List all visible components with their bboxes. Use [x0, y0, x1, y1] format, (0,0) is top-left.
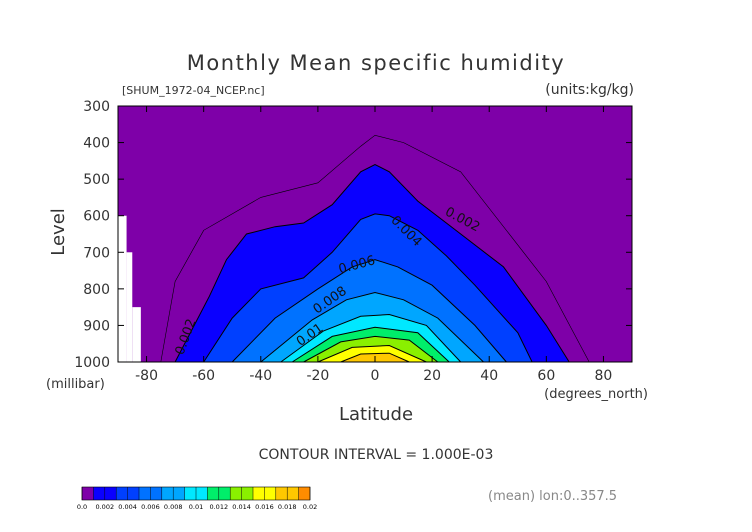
contour-line-0_008 [260, 291, 484, 363]
contour-lines [160, 134, 590, 363]
colorbar-tick-label: 0.01 [189, 503, 203, 511]
x-tick-label: -60 [192, 368, 215, 384]
chart-title: Monthly Mean specific humidity [187, 51, 565, 75]
y-tick-label: 500 [83, 172, 110, 188]
colorbar-swatch [104, 487, 117, 500]
y-tick-label: 800 [83, 282, 110, 298]
colorbar-swatch [127, 487, 139, 500]
y-axis-label: Level [48, 208, 69, 256]
contour-line-0_012 [291, 326, 450, 363]
colorbar-tick-label: 0.016 [255, 503, 274, 511]
colorbar-swatch [241, 487, 253, 500]
x-tick-label: 0 [371, 368, 380, 384]
y-units-label: (millibar) [46, 377, 105, 392]
x-tick-label: -80 [135, 368, 158, 384]
missing-region [126, 252, 133, 362]
file-label: [SHUM_1972-04_NCEP.nc] [122, 84, 265, 97]
contour-line-0_002 [174, 163, 570, 363]
colorbar-tick-label: 0.02 [303, 503, 317, 511]
mean-label: (mean) lon:0..357.5 [488, 489, 617, 504]
colorbar-tick-label: 0.006 [141, 503, 160, 511]
contour-line-0_018 [340, 352, 410, 363]
missing-region [132, 307, 141, 362]
colorbar-tick-label: 0.018 [278, 503, 297, 511]
contour-line-0_004 [203, 213, 533, 363]
colorbar-swatch [218, 487, 231, 500]
contour-line-0_001 [160, 134, 590, 363]
colorbar-swatch [161, 487, 174, 500]
x-tick-label: 60 [537, 368, 555, 384]
y-axis-ticks: 300 400 500 600 700 800 900 1000 [74, 99, 632, 371]
colorbar-swatch [116, 487, 128, 500]
contour-interval-label: CONTOUR INTERVAL = 1.000E-03 [259, 447, 494, 463]
x-units-label: (degrees_north) [544, 387, 648, 402]
y-tick-label: 400 [83, 136, 110, 152]
y-tick-label: 900 [83, 318, 110, 334]
colorbar-swatch [207, 487, 219, 500]
y-tick-label: 1000 [74, 355, 110, 371]
y-tick-label: 700 [83, 245, 110, 261]
colorbar-swatch [298, 487, 310, 500]
contour-line-0_01 [280, 313, 462, 363]
y-tick-label: 600 [83, 209, 110, 225]
x-tick-label: 80 [595, 368, 613, 384]
colorbar-tick-label: 0.002 [95, 503, 114, 511]
x-tick-label: -40 [249, 368, 272, 384]
x-tick-label: 20 [423, 368, 441, 384]
colorbar-swatch [93, 487, 105, 500]
colorbar-swatch [275, 487, 288, 500]
contour-line-0_006 [231, 259, 507, 363]
colorbar-swatch [264, 487, 276, 500]
colorbar-swatch [82, 487, 94, 500]
y-tick-label: 300 [83, 99, 110, 115]
colorbar-swatch [287, 487, 299, 500]
contour-line-0_014 [303, 335, 439, 363]
x-axis-ticks: -80 -60 -40 -20 0 20 40 60 80 [135, 106, 612, 384]
x-tick-label: -20 [306, 368, 329, 384]
contour-line-0_016 [317, 344, 427, 363]
colorbar-swatch [173, 487, 185, 500]
colorbar-tick-label: 0.014 [232, 503, 251, 511]
x-tick-label: 40 [480, 368, 498, 384]
colorbar-swatch [139, 487, 151, 500]
colorbar-swatch [253, 487, 265, 500]
colorbar-tick-label: 0.004 [118, 503, 137, 511]
colorbar-swatch [184, 487, 196, 500]
colorbar-swatch [230, 487, 242, 500]
colorbar-tick-label: 0.0 [77, 503, 87, 511]
colorbar: 0.0 0.002 0.004 0.006 0.008 0.01 0.012 0.014 0.0… [77, 486, 317, 511]
x-axis-label: Latitude [339, 404, 413, 425]
colorbar-swatch [150, 487, 162, 500]
colorbar-swatch [196, 487, 208, 500]
colorbar-tick-label: 0.012 [209, 503, 228, 511]
units-label: (units:kg/kg) [545, 82, 634, 98]
colorbar-tick-label: 0.008 [164, 503, 183, 511]
